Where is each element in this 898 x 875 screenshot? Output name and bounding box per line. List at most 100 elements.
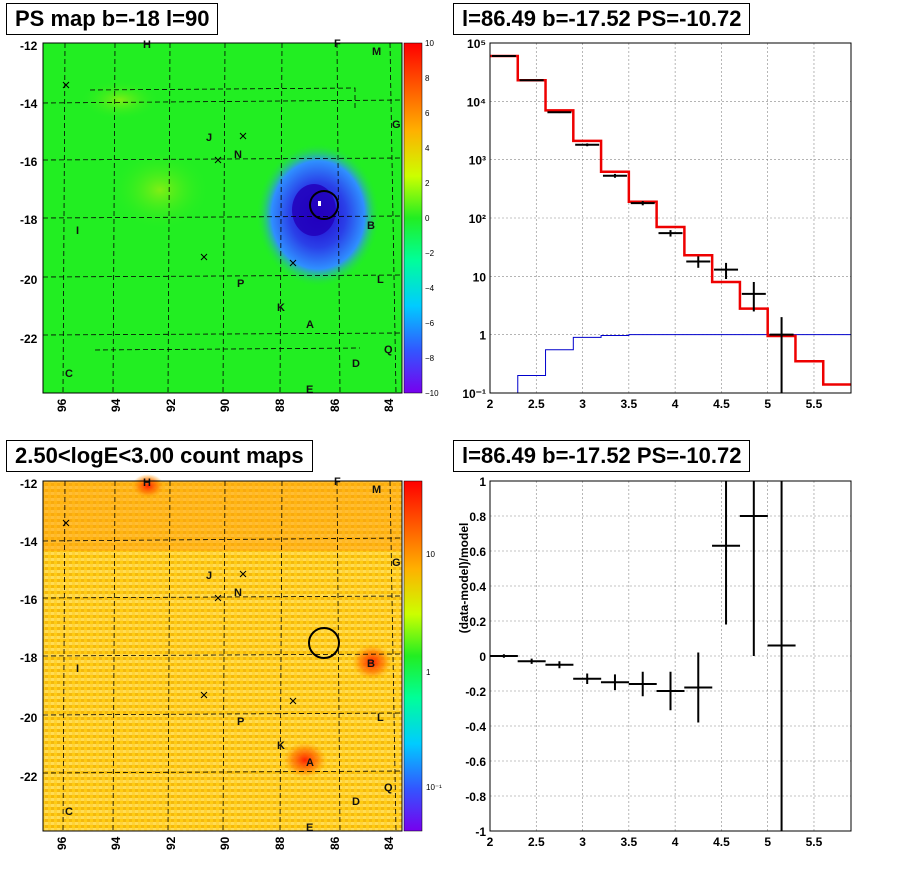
y-tick: 10³ xyxy=(469,154,486,168)
y-tick: -0.2 xyxy=(465,685,486,699)
data-point xyxy=(767,481,796,831)
count-map-hotspot xyxy=(352,644,392,680)
data-point xyxy=(630,201,655,206)
ps-map-markers xyxy=(62,81,297,267)
x-tick: 4 xyxy=(672,835,679,849)
y-tick: -20 xyxy=(20,273,38,287)
colorbar-tick: 10 xyxy=(425,39,434,48)
data-point xyxy=(573,673,602,684)
y-tick: 10⁴ xyxy=(467,95,486,109)
data-point xyxy=(547,111,572,114)
ps-map-core xyxy=(292,184,336,236)
x-tick: 86 xyxy=(328,836,342,850)
spectrum-model-total xyxy=(490,54,851,386)
source-label: L xyxy=(377,274,384,286)
y-tick: -22 xyxy=(20,770,38,784)
residual-data-points xyxy=(489,481,796,831)
count-map-hotspot xyxy=(132,474,164,498)
y-tick: 10² xyxy=(469,212,486,226)
source-label: B xyxy=(367,658,375,670)
source-label: J xyxy=(206,570,212,582)
y-tick: -12 xyxy=(20,477,38,491)
source-label: E xyxy=(306,384,313,396)
y-tick: 1 xyxy=(479,475,486,489)
colorbar-tick: −6 xyxy=(425,319,435,328)
data-point xyxy=(575,143,600,147)
spectrum-y-ticks: 10⁻¹ 1 10 10² 10³ 10⁴ 10⁵ xyxy=(462,37,486,401)
y-tick: -18 xyxy=(20,651,38,665)
x-tick: 88 xyxy=(273,398,287,412)
data-point xyxy=(545,661,574,669)
source-label: G xyxy=(392,119,401,131)
source-label: G xyxy=(392,557,401,569)
ps-map-x-ticks: 96 94 92 90 88 86 84 xyxy=(55,398,396,412)
x-tick: 5.5 xyxy=(806,397,823,411)
source-label: F xyxy=(334,476,341,488)
y-tick: -0.6 xyxy=(465,755,486,769)
y-tick: 0.6 xyxy=(469,545,486,559)
source-label: Q xyxy=(384,344,393,356)
colorbar-tick: −4 xyxy=(425,284,435,293)
spectrum-x-ticks: 2 2.5 3 3.5 4 4.5 5 5.5 xyxy=(487,397,823,411)
spectrum-title: l=86.49 b=-17.52 PS=-10.72 xyxy=(453,3,751,35)
x-tick: 84 xyxy=(382,398,396,412)
y-tick: -0.8 xyxy=(465,790,486,804)
data-point xyxy=(491,54,516,57)
source-label: I xyxy=(76,225,79,237)
x-tick: 90 xyxy=(218,836,232,850)
x-tick: 92 xyxy=(164,398,178,412)
colorbar-tick: 8 xyxy=(425,74,430,83)
residual-frame xyxy=(489,480,852,832)
y-tick: -22 xyxy=(20,332,38,346)
colorbar-tick: 0 xyxy=(425,214,430,223)
source-label: P xyxy=(237,278,244,290)
count-map-hotspot xyxy=(283,742,327,778)
source-label: H xyxy=(143,39,151,51)
x-tick: 94 xyxy=(109,836,123,850)
spectrum-grid xyxy=(489,42,851,394)
x-tick: 3.5 xyxy=(621,835,638,849)
data-point xyxy=(602,173,627,178)
y-tick: -14 xyxy=(20,535,38,549)
count-map-y-ticks: -12 -14 -16 -18 -20 -22 xyxy=(20,477,38,784)
source-label: I xyxy=(76,663,79,675)
residual-y-label: (data-model)/model xyxy=(457,523,471,634)
y-tick: -18 xyxy=(20,213,38,227)
source-label: A xyxy=(306,319,314,331)
count-map-top-band xyxy=(43,481,402,551)
source-label: C xyxy=(65,368,73,380)
colorbar-tick: 10⁻¹ xyxy=(426,783,442,792)
x-tick: 4.5 xyxy=(713,835,730,849)
ps-map-frame xyxy=(42,42,403,394)
ps-map-green-patch xyxy=(110,150,210,230)
y-tick: 10⁻¹ xyxy=(462,387,486,401)
y-tick: -20 xyxy=(20,711,38,725)
colorbar-tick: −2 xyxy=(425,249,435,258)
y-tick: 1 xyxy=(479,329,486,343)
count-map-grid xyxy=(42,480,403,832)
source-label: J xyxy=(206,132,212,144)
y-tick: -14 xyxy=(20,97,38,111)
count-map-labels: H F M J G N I B P L K A Q D C E xyxy=(65,476,401,834)
data-point xyxy=(600,674,629,691)
ps-map-labels: H F M J G N I B P L K A Q D C E xyxy=(65,38,401,396)
x-tick: 90 xyxy=(218,398,232,412)
x-tick: 4.5 xyxy=(713,397,730,411)
source-label: K xyxy=(277,740,285,752)
ps-map-colorbar xyxy=(403,42,423,394)
data-point xyxy=(517,658,546,664)
count-map-frame xyxy=(42,480,403,832)
y-tick: 0.4 xyxy=(469,580,486,594)
colorbar-tick: 10 xyxy=(426,550,435,559)
x-tick: 84 xyxy=(382,836,396,850)
spectrum-model-bg xyxy=(490,334,851,394)
x-tick: 2.5 xyxy=(528,397,545,411)
x-tick: 2 xyxy=(487,397,494,411)
x-tick: 3 xyxy=(579,835,586,849)
ps-map-hot-pixel xyxy=(318,201,321,206)
y-tick: 0.8 xyxy=(469,510,486,524)
model-total-step xyxy=(490,54,851,386)
count-map-colorbar xyxy=(403,480,423,832)
x-tick: 2.5 xyxy=(528,835,545,849)
